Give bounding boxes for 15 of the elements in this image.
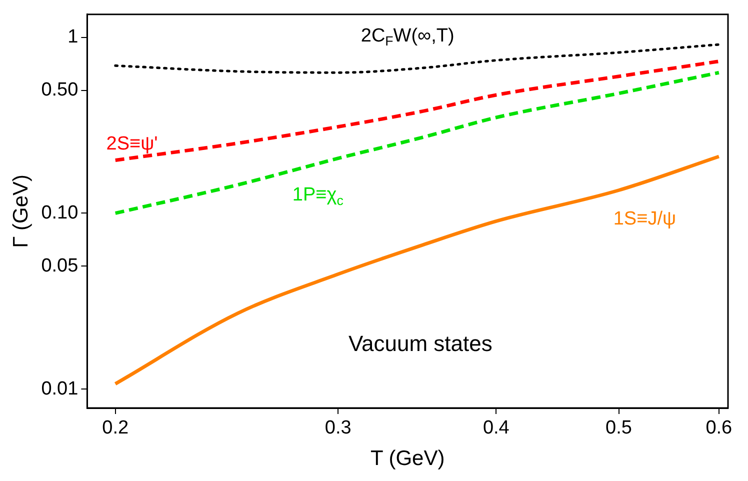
y-axis-title: Γ (GeV) xyxy=(9,174,32,248)
series-label: 2S≡ψ' xyxy=(106,134,158,155)
x-axis-title: T (GeV) xyxy=(370,447,445,470)
x-tick-label: 0.5 xyxy=(606,418,632,439)
y-tick-label: 0.05 xyxy=(41,255,78,276)
x-tick-label: 0.3 xyxy=(324,418,352,439)
y-tick-label: 0.01 xyxy=(41,378,78,400)
x-tick-label: 0.2 xyxy=(102,418,129,439)
y-tick-label: 0.50 xyxy=(41,79,78,100)
y-tick-label: 1 xyxy=(68,26,78,48)
y-tick-label: 0.10 xyxy=(41,202,78,224)
x-tick-label: 0.6 xyxy=(706,418,732,439)
x-tick-label: 0.4 xyxy=(482,418,510,439)
annotation: Vacuum states xyxy=(348,331,492,356)
series-label: 1S≡J/ψ xyxy=(613,208,676,230)
